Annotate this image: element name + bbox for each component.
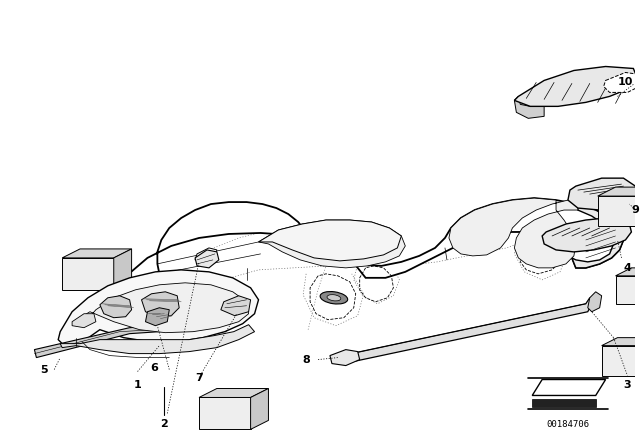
Polygon shape	[259, 220, 401, 261]
Polygon shape	[199, 397, 251, 429]
Text: 5: 5	[40, 365, 48, 375]
Ellipse shape	[157, 301, 185, 315]
Polygon shape	[449, 198, 578, 268]
Polygon shape	[542, 218, 632, 252]
Polygon shape	[100, 296, 132, 318]
Polygon shape	[604, 73, 639, 92]
Text: 9: 9	[632, 205, 639, 215]
Text: 6: 6	[150, 362, 158, 373]
Polygon shape	[259, 220, 405, 268]
Text: 2: 2	[161, 419, 168, 429]
Polygon shape	[598, 187, 640, 196]
Polygon shape	[602, 338, 640, 345]
Polygon shape	[72, 314, 96, 327]
Ellipse shape	[164, 304, 178, 311]
Polygon shape	[60, 325, 255, 353]
Polygon shape	[340, 298, 592, 364]
Polygon shape	[35, 324, 189, 358]
Polygon shape	[199, 388, 268, 397]
Text: 4: 4	[623, 263, 632, 273]
Polygon shape	[598, 196, 640, 226]
Polygon shape	[616, 268, 640, 276]
Polygon shape	[58, 270, 259, 344]
Polygon shape	[568, 178, 636, 210]
Polygon shape	[515, 66, 637, 106]
Polygon shape	[115, 198, 623, 295]
Text: 1: 1	[134, 379, 141, 389]
Text: 7: 7	[195, 373, 203, 383]
Polygon shape	[330, 349, 360, 366]
Text: 8: 8	[302, 354, 310, 365]
Polygon shape	[532, 379, 605, 396]
Polygon shape	[602, 345, 640, 375]
Polygon shape	[114, 249, 132, 290]
Polygon shape	[62, 249, 132, 258]
Ellipse shape	[320, 292, 348, 304]
Text: 10: 10	[618, 78, 633, 87]
Text: 3: 3	[623, 379, 631, 389]
Polygon shape	[80, 283, 248, 333]
Polygon shape	[588, 292, 602, 312]
Polygon shape	[195, 248, 217, 262]
Polygon shape	[141, 292, 179, 317]
Polygon shape	[221, 296, 251, 316]
Polygon shape	[616, 276, 640, 304]
Polygon shape	[572, 204, 623, 268]
Polygon shape	[251, 388, 268, 429]
Polygon shape	[195, 250, 219, 268]
Text: 00184706: 00184706	[547, 420, 589, 429]
Polygon shape	[145, 308, 169, 326]
Polygon shape	[62, 258, 114, 290]
Polygon shape	[515, 96, 544, 118]
Polygon shape	[532, 400, 596, 407]
Ellipse shape	[327, 295, 340, 301]
